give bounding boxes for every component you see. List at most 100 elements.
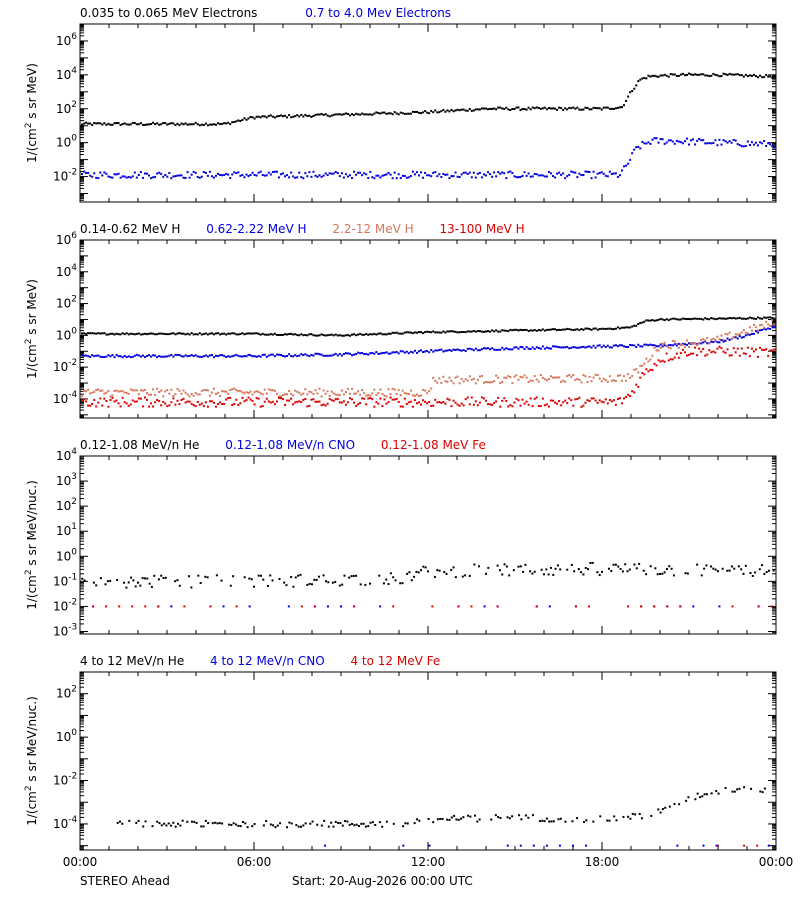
data-point [353,114,356,117]
data-point [346,401,349,404]
data-point [288,176,291,179]
data-point [720,75,723,78]
data-point [773,326,776,329]
data-point [724,339,727,342]
data-point [549,375,552,378]
data-point [600,400,603,403]
data-point [369,352,372,355]
data-point [133,333,136,336]
data-point [306,334,309,337]
data-point [470,109,473,112]
data-point [665,318,668,321]
data-point [550,820,553,823]
data-point [415,110,418,113]
data-point [436,111,439,114]
x-tick-label: 06:00 [237,855,272,869]
data-point [629,376,632,379]
data-point [83,170,86,173]
data-point [365,394,368,397]
data-point [192,404,195,407]
data-point [422,351,425,354]
data-point [645,573,648,576]
data-point [221,332,224,335]
data-point [245,391,248,394]
data-point [198,176,201,179]
data-point [763,326,766,329]
data-point [576,378,579,381]
data-point [190,123,193,126]
data-point [428,331,431,334]
data-point [771,76,774,79]
data-point [716,335,719,338]
data-point [353,392,356,395]
data-point [351,398,354,401]
data-point [346,334,349,337]
data-point [391,387,394,390]
data-point [618,397,621,400]
data-point [177,822,180,825]
data-point [385,820,388,823]
data-point [685,137,688,140]
data-point [637,371,640,374]
data-point [726,317,729,320]
data-point [749,571,752,574]
data-point [572,844,574,847]
data-point [452,330,455,333]
data-point [353,824,356,827]
data-point [286,399,289,402]
data-point [706,336,709,339]
data-point [633,563,636,566]
data-point [493,380,496,383]
data-point [744,144,747,147]
data-point [554,376,557,379]
data-point [117,172,120,175]
data-point [178,354,181,357]
data-point [154,333,157,336]
data-point [265,819,268,822]
data-point [573,570,576,573]
data-point [186,123,189,126]
data-point [282,333,284,336]
data-point [659,572,661,575]
data-point [294,576,297,579]
data-point [424,566,427,569]
data-point [687,796,690,799]
data-point [570,399,573,402]
data-point [367,825,370,828]
data-point [221,403,224,406]
data-point [521,107,524,110]
data-point [773,74,776,77]
data-point [643,373,646,376]
data-point [262,824,265,827]
data-point [363,397,366,400]
data-point [596,571,599,574]
data-point [527,330,530,333]
data-point [430,387,433,390]
data-point [286,354,289,357]
data-point [292,403,295,406]
data-point [531,814,534,817]
data-point [436,569,439,572]
data-point [214,821,217,824]
data-point [221,822,224,825]
data-point [237,354,240,357]
data-point [485,107,487,110]
data-point [649,358,652,361]
data-point [495,374,498,377]
data-point [83,389,86,392]
data-point [235,333,238,336]
data-point [273,403,276,406]
data-point [322,113,325,116]
data-point [645,343,648,346]
data-point [554,401,557,404]
data-point [170,388,173,391]
data-point [235,120,238,123]
data-point [434,349,437,352]
data-point [539,347,542,350]
data-point [580,346,583,349]
data-point [444,173,447,176]
data-point [326,354,329,357]
data-point [316,175,319,178]
data-point [641,77,644,80]
data-point [734,333,737,336]
